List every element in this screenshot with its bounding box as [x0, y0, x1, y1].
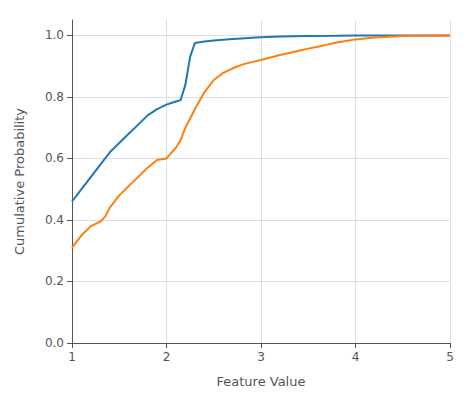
- svg-text:1: 1: [68, 350, 76, 364]
- svg-text:0.6: 0.6: [45, 151, 64, 165]
- svg-text:0.4: 0.4: [45, 213, 64, 227]
- svg-text:Feature Value: Feature Value: [217, 374, 306, 389]
- svg-text:0.0: 0.0: [45, 336, 64, 350]
- svg-text:0.8: 0.8: [45, 90, 64, 104]
- svg-text:4: 4: [352, 350, 360, 364]
- svg-text:0.2: 0.2: [45, 274, 64, 288]
- svg-text:5: 5: [446, 350, 454, 364]
- svg-text:Cumulative Probability: Cumulative Probability: [12, 108, 27, 255]
- svg-text:1.0: 1.0: [45, 28, 64, 42]
- svg-text:3: 3: [257, 350, 265, 364]
- svg-text:2: 2: [163, 350, 171, 364]
